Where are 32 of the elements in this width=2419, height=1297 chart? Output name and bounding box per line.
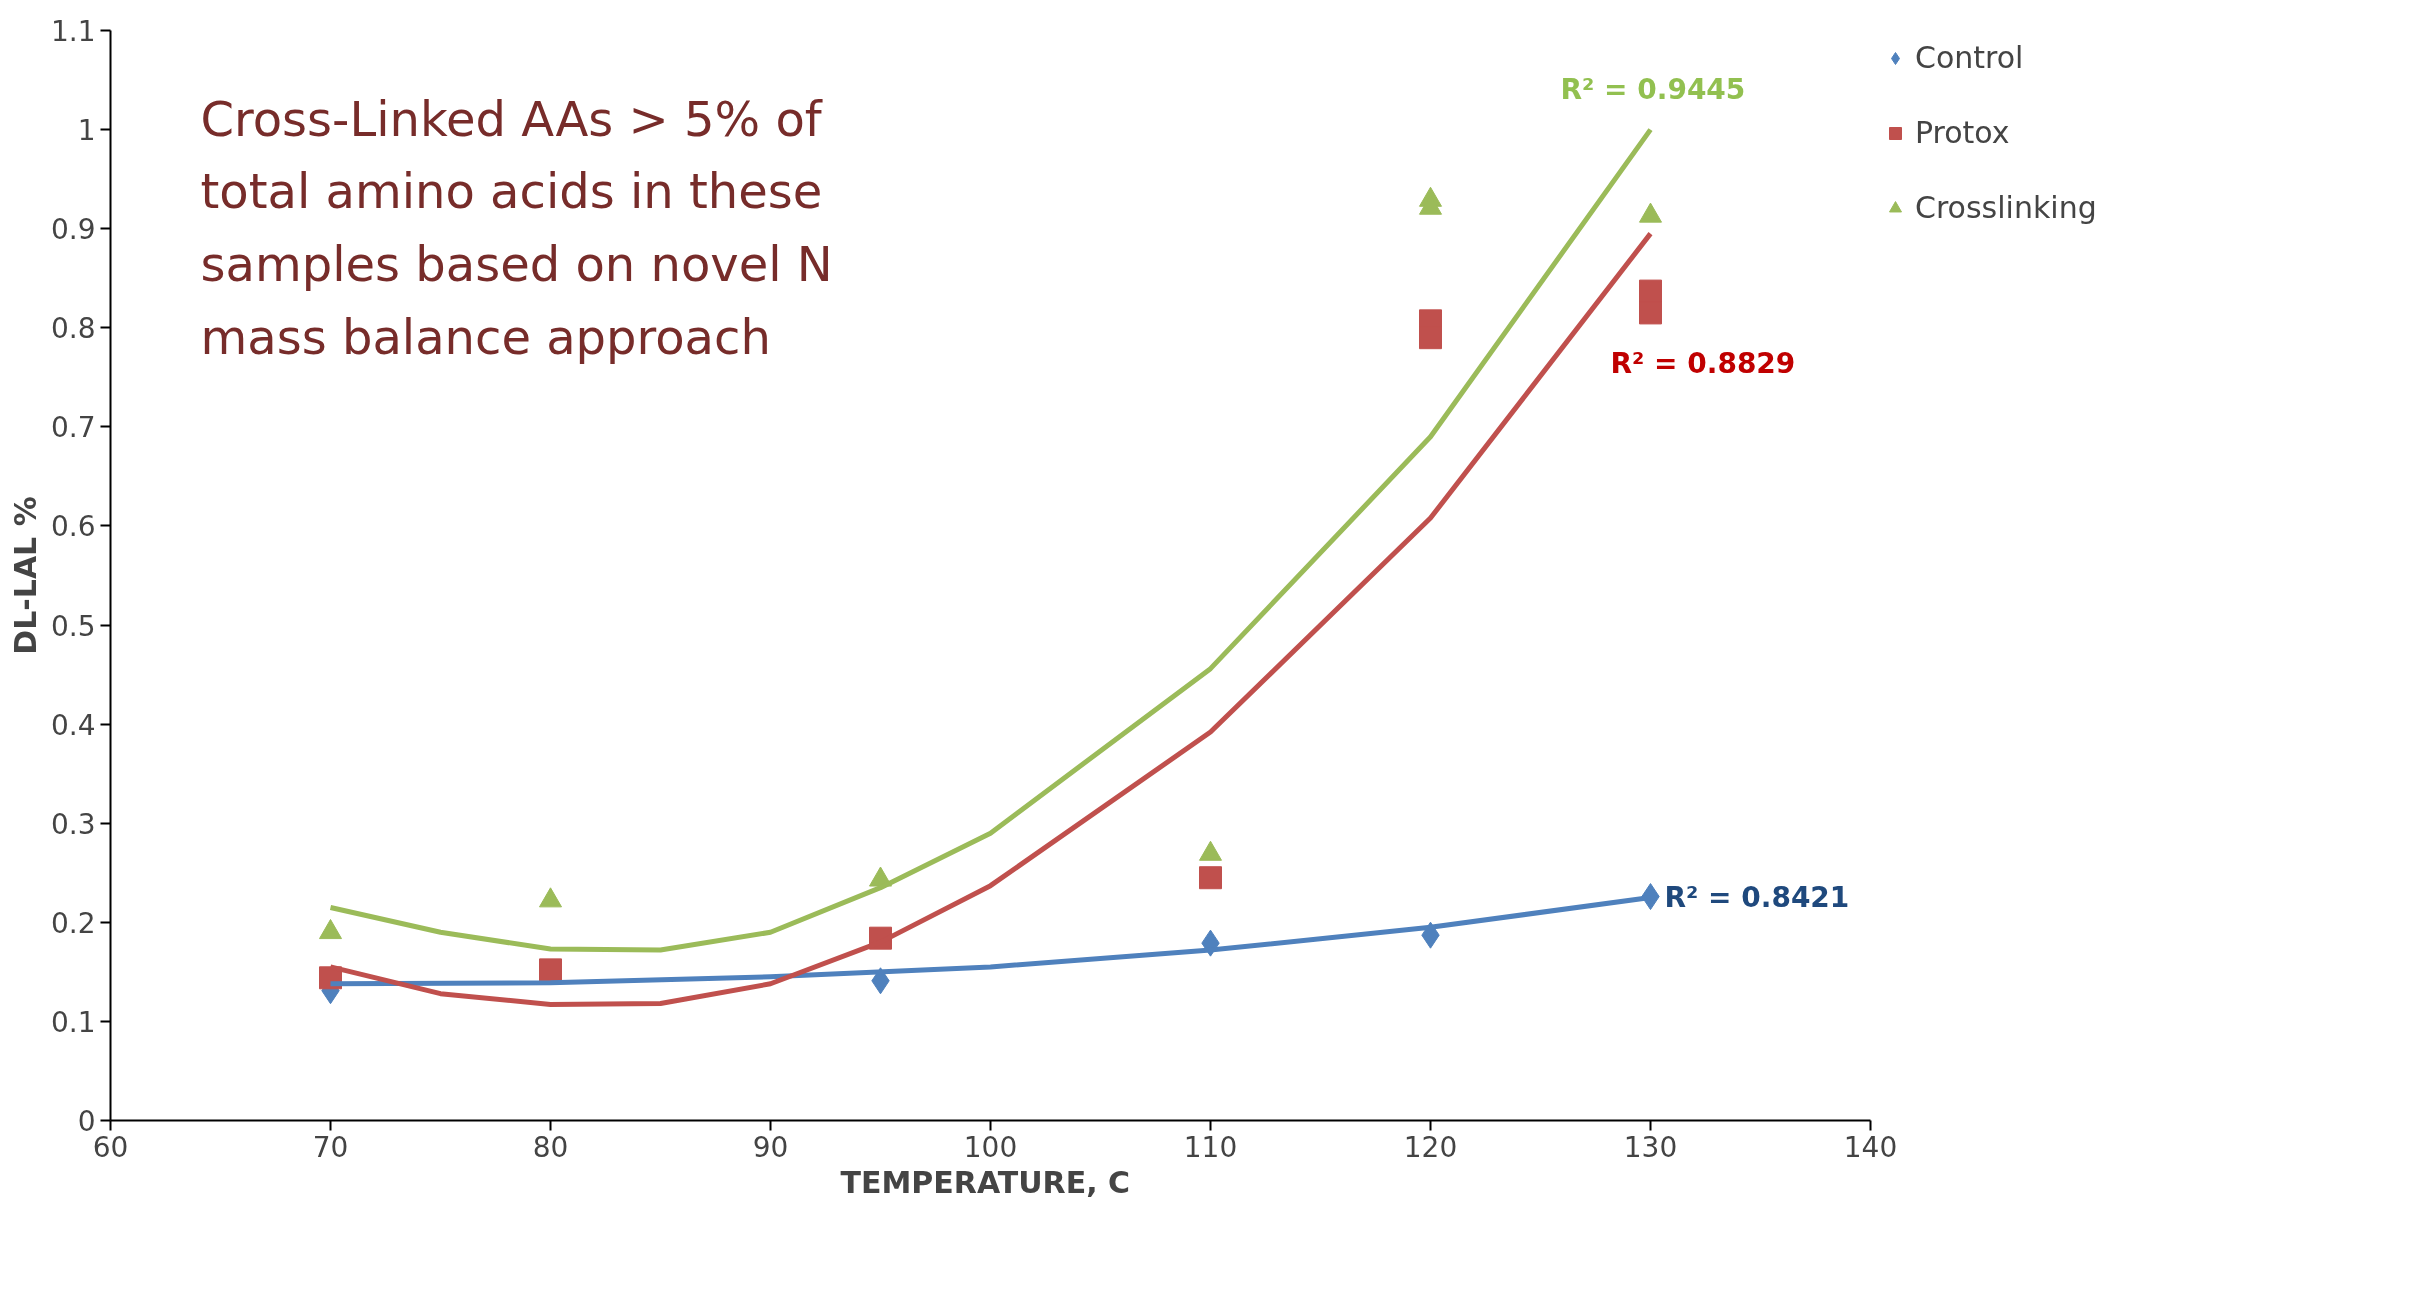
point xyxy=(1199,866,1222,890)
y-tick-label: 0.6 xyxy=(50,510,96,544)
legend-label: Control xyxy=(1915,40,2024,75)
annotation: Cross-Linked AAs > 5% of total amino acids in these samples based on novel N mass balance approach xyxy=(200,90,833,365)
y-axis-title: DL-LAL % xyxy=(7,496,43,655)
y-tick-label: 0.5 xyxy=(50,609,96,643)
y-tick-label: 0.1 xyxy=(50,1005,96,1039)
y-tick-label: 0.3 xyxy=(50,807,96,841)
x-axis-title: TEMPERATURE, C xyxy=(840,1164,1131,1200)
point xyxy=(539,958,562,982)
y-tick-label: 0.7 xyxy=(50,411,96,445)
annotation: R² = 0.8421 xyxy=(1664,881,1850,915)
x-tick-label: 100 xyxy=(963,1130,1018,1164)
x-tick-label: 140 xyxy=(1843,1130,1898,1164)
y-tick-label: 0.4 xyxy=(50,708,96,742)
legend-label: Protox xyxy=(1915,115,2010,150)
x-tick-label: 70 xyxy=(312,1130,349,1164)
x-tick-label: 80 xyxy=(532,1130,569,1164)
y-tick-label: 0.9 xyxy=(50,213,96,247)
y-tick-label: 0.8 xyxy=(50,312,96,346)
annotation: R² = 0.9445 xyxy=(1560,73,1746,107)
y-tick-label: 1 xyxy=(77,114,96,148)
x-tick-label: 90 xyxy=(752,1130,789,1164)
annotation: R² = 0.8829 xyxy=(1610,347,1796,381)
x-tick-label: 120 xyxy=(1403,1130,1458,1164)
point xyxy=(1639,279,1662,303)
y-tick-label: 1.1 xyxy=(50,15,96,48)
x-tick-label: 110 xyxy=(1183,1130,1238,1164)
x-tick-label: 130 xyxy=(1623,1130,1678,1164)
y-tick-label: 0.2 xyxy=(50,906,96,940)
legend-label: Crosslinking xyxy=(1915,190,2097,225)
point xyxy=(1639,301,1662,325)
